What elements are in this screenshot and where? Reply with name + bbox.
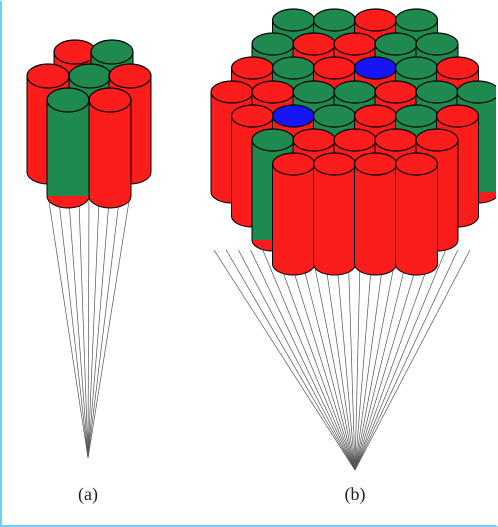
cylinder-top — [314, 9, 356, 31]
cylinder-top — [334, 33, 376, 55]
cylinder-top — [355, 153, 397, 175]
cylinder-top — [69, 64, 111, 88]
cylinder-top — [109, 64, 151, 88]
cylinder-top — [273, 9, 315, 31]
fiber-line — [355, 250, 409, 470]
fiber-line — [88, 195, 120, 458]
fiber-line — [69, 195, 89, 458]
cylinder — [273, 153, 315, 275]
cylinder-top — [314, 57, 356, 79]
fiber-line — [355, 250, 458, 470]
cylinder-top — [396, 105, 438, 127]
cylinder-top — [396, 57, 438, 79]
cylinder-top — [47, 88, 89, 112]
figure: (a) (b) — [2, 0, 496, 523]
cylinder-top — [437, 105, 479, 127]
fiber-line — [238, 250, 355, 470]
cylinder-top — [293, 129, 335, 151]
panel-label: (a) — [78, 484, 98, 505]
cylinder-top — [252, 81, 294, 103]
fiber-line — [214, 250, 355, 470]
fiber-line — [48, 195, 88, 458]
cylinder — [47, 88, 89, 208]
cylinder-top — [355, 105, 397, 127]
cylinder-top — [355, 9, 397, 31]
cylinder-top — [211, 81, 253, 103]
cylinder-top — [416, 81, 458, 103]
cylinder-top — [232, 57, 274, 79]
cylinder-top — [375, 33, 417, 55]
cylinder — [314, 153, 356, 275]
cylinder-top — [416, 129, 458, 151]
cylinder-top — [334, 81, 376, 103]
fiber-line — [355, 250, 421, 470]
fiber-line — [336, 250, 355, 470]
fiber-line — [355, 250, 446, 470]
fiber-line — [88, 195, 89, 458]
cylinder — [355, 153, 397, 275]
cylinder-top — [293, 33, 335, 55]
cylinder-top — [314, 153, 356, 175]
fiber-line — [226, 250, 355, 470]
cylinder-top — [252, 33, 294, 55]
cylinder — [396, 153, 438, 275]
fiber-line — [312, 250, 355, 470]
cylinder-top — [375, 81, 417, 103]
cylinder — [89, 88, 131, 208]
fiber-line — [88, 195, 130, 458]
fiber-line — [88, 195, 99, 458]
cylinder-top — [375, 129, 417, 151]
fiber-line — [355, 250, 470, 470]
cylinder-top — [396, 153, 438, 175]
fiber-line — [88, 195, 110, 458]
cylinder-top — [293, 81, 335, 103]
cylinder-body — [314, 164, 356, 264]
cylinder-top — [89, 88, 131, 112]
cylinder-top — [54, 40, 96, 64]
fiber-line — [263, 250, 355, 470]
cylinder-top — [252, 129, 294, 151]
cylinder-body — [89, 100, 131, 196]
cylinder-top — [416, 33, 458, 55]
fiber-line — [355, 250, 397, 470]
cylinder-top — [314, 105, 356, 127]
cylinder-body — [355, 164, 397, 264]
fiber-line — [275, 250, 355, 470]
cylinder-top — [334, 129, 376, 151]
cylinder-top — [457, 81, 496, 103]
fiber-line — [299, 250, 355, 470]
fiber-line — [355, 250, 433, 470]
cylinder-top — [396, 9, 438, 31]
fiber-line — [287, 250, 355, 470]
cylinder-top — [273, 57, 315, 79]
cylinder-top — [91, 40, 133, 64]
fiber-line — [348, 250, 355, 470]
cylinder-top — [273, 105, 315, 127]
panel-label: (b) — [345, 484, 366, 505]
cylinder-top — [27, 64, 69, 88]
cylinder-top — [437, 57, 479, 79]
cylinder-top — [355, 57, 397, 79]
cylinder-top — [273, 153, 315, 175]
cylinder-body — [396, 164, 438, 264]
cylinder-body — [273, 164, 315, 264]
cylinder-body — [47, 100, 89, 196]
cylinder-top — [232, 105, 274, 127]
